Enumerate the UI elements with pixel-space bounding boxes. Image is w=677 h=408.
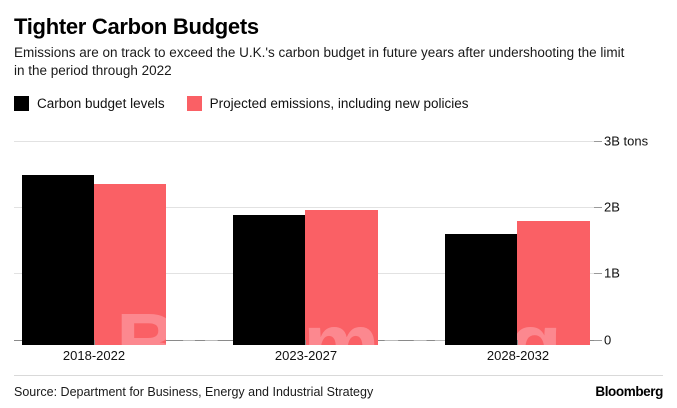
ytick-mark-3b [594, 141, 602, 142]
xtick-label-2018-2022: 2018-2022 [62, 348, 126, 363]
bar-projected-2023-2027[interactable] [305, 210, 378, 345]
chart-legend: Carbon budget levels Projected emissions… [14, 96, 490, 111]
ytick-label-0: 0 [604, 332, 612, 348]
legend-item-projected-emissions[interactable]: Projected emissions, including new polic… [186, 96, 469, 111]
square-swatch-icon [14, 96, 29, 111]
ytick-label-1b: 1B [604, 265, 620, 281]
ytick-mark-2b [594, 207, 602, 208]
bar-projected-2018-2022[interactable] [94, 184, 166, 345]
legend-item-label: Carbon budget levels [37, 96, 165, 111]
chart-subtitle: Emissions are on track to exceed the U.K… [14, 45, 625, 78]
xtick-label-2028-2032: 2028-2032 [486, 348, 550, 363]
bar-budget-2023-2027[interactable] [233, 215, 305, 345]
xtick-mark-2028-2032 [517, 340, 518, 345]
ytick-mark-0 [594, 340, 602, 341]
square-swatch-icon [186, 96, 202, 111]
bar-budget-2018-2022[interactable] [22, 175, 94, 345]
ytick-label-3b: 3B tons [604, 133, 649, 149]
bar-budget-2028-2032[interactable] [445, 234, 517, 345]
gridline-2b [14, 207, 597, 208]
gridline-3b [14, 141, 597, 142]
xtick-mark-2023-2027 [305, 340, 306, 345]
xtick-label-2023-2027: 2023-2027 [274, 348, 338, 363]
plot-area: 3B tons 2B 1B 0 Bloomberg 2018-2022 2023… [0, 130, 677, 393]
xtick-mark-2018-2022 [94, 340, 95, 345]
page-title: Tighter Carbon Budgets [14, 14, 259, 39]
ytick-label-2b: 2B [604, 199, 620, 215]
ytick-mark-1b [594, 273, 602, 274]
bar-projected-2028-2032[interactable] [517, 221, 590, 345]
legend-item-label: Projected emissions, including new polic… [209, 96, 469, 111]
source-note: Source: Department for Business, Energy … [14, 385, 374, 399]
bloomberg-logo: Bloomberg [595, 384, 663, 399]
legend-item-carbon-budget-levels[interactable]: Carbon budget levels [14, 96, 165, 111]
footer-divider [14, 375, 663, 376]
